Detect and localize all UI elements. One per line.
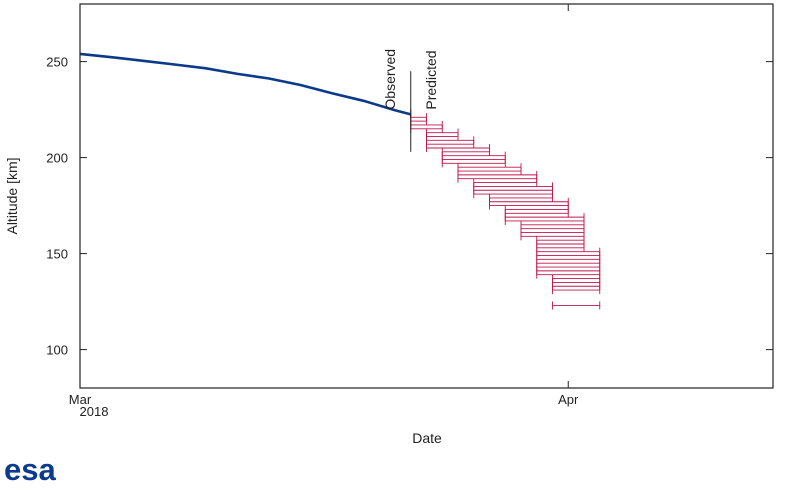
y-tick-label: 150 <box>46 247 68 262</box>
x-tick-sublabel: 2018 <box>80 404 109 419</box>
x-tick-label: Apr <box>558 392 579 407</box>
predicted-series <box>410 109 601 310</box>
y-tick-label: 100 <box>46 343 68 358</box>
x-axis-title: Date <box>412 430 442 446</box>
predicted-annotation: Predicted <box>423 50 439 109</box>
y-axis-title: Altitude [km] <box>4 157 20 234</box>
y-tick-label: 250 <box>46 55 68 70</box>
observed-annotation: Observed <box>382 49 398 110</box>
x-tick-label: Mar <box>69 392 92 407</box>
y-axis-ticks: 100 150 200 250 <box>46 55 773 358</box>
observed-series-line <box>79 52 412 116</box>
y-tick-label: 200 <box>46 151 68 166</box>
esa-logo: esa <box>4 452 56 487</box>
plot-frame <box>79 3 774 389</box>
